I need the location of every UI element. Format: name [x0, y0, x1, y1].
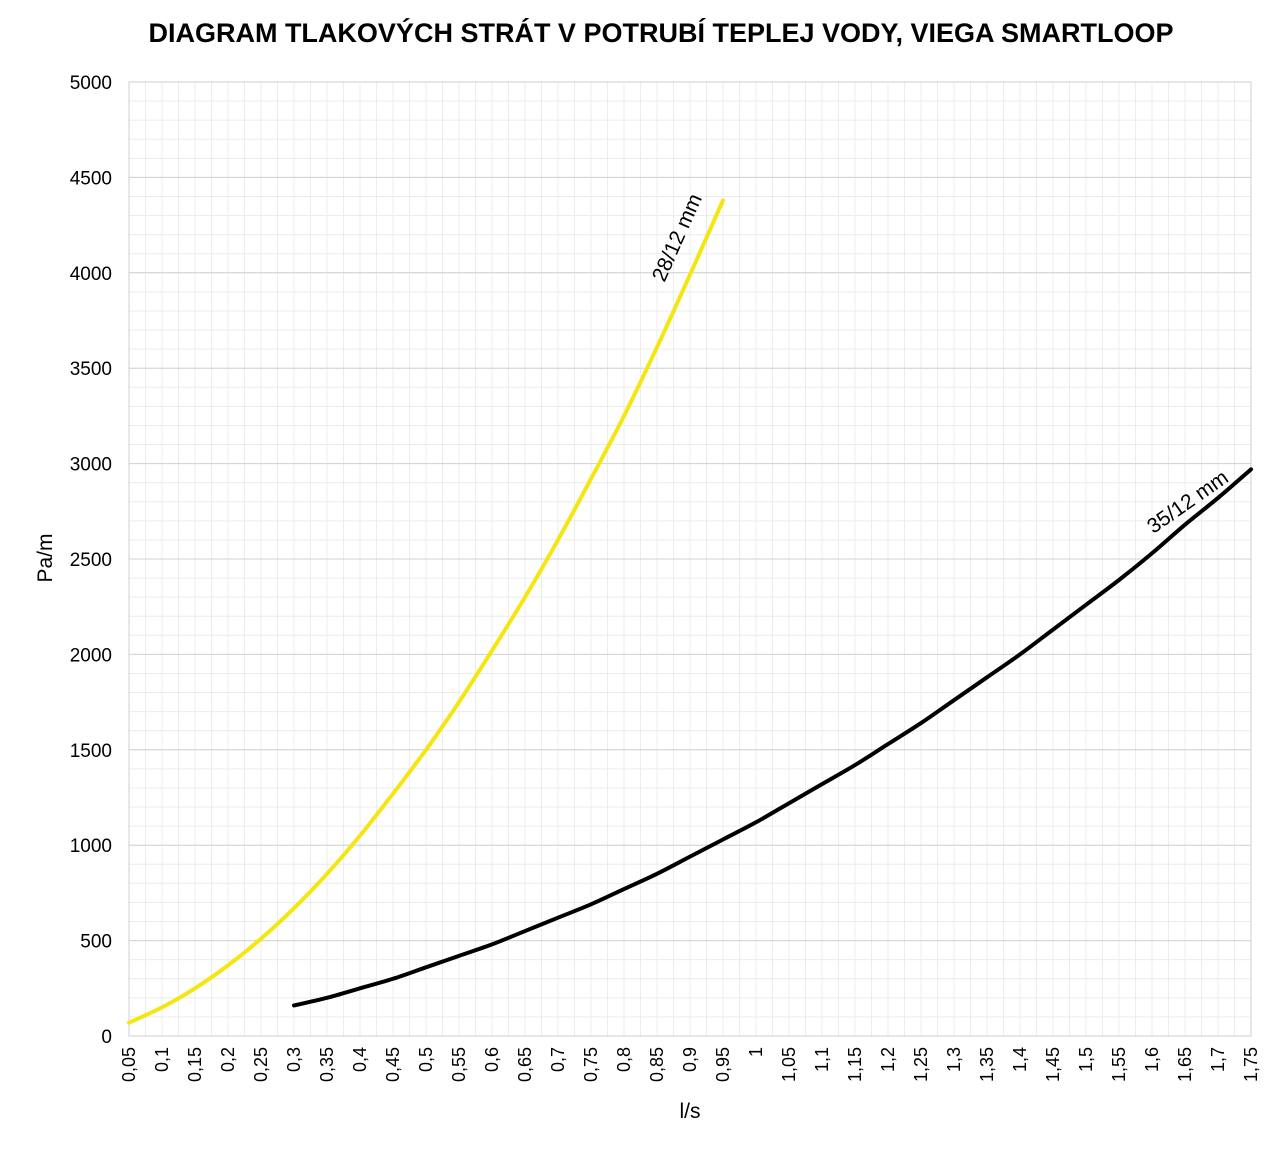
y-tick-label: 500 — [80, 932, 112, 953]
x-tick-label: 0,95 — [713, 1047, 733, 1082]
y-tick-label: 0 — [101, 1027, 112, 1048]
x-tick-label: 1,4 — [1010, 1047, 1030, 1072]
series-line-2 — [292, 467, 1253, 1008]
x-tick-label: 1,75 — [1241, 1047, 1261, 1082]
x-tick-label: 0,4 — [350, 1047, 370, 1072]
x-tick-label: 1 — [746, 1047, 766, 1057]
plot-border — [128, 81, 1252, 1037]
y-tick-label: 3500 — [70, 359, 112, 380]
x-tick-label: 0,8 — [614, 1047, 634, 1072]
y-tick-label: 5000 — [70, 73, 112, 94]
x-axis-ticks: 0,05 0,1 0,15 0,2 0,25 0,3 0,35 0,4 0,45 0,5 0,55 0… — [119, 1047, 1261, 1082]
x-tick-label: 0,15 — [185, 1047, 205, 1082]
y-tick-label: 2000 — [70, 645, 112, 666]
y-tick-label: 1000 — [70, 836, 112, 857]
x-tick-label: 0,05 — [119, 1047, 139, 1082]
x-tick-label: 0,75 — [581, 1047, 601, 1082]
x-tick-label: 1,5 — [1076, 1047, 1096, 1072]
x-axis-label: l/s — [680, 1100, 701, 1123]
y-tick-label: 1500 — [70, 741, 112, 762]
x-tick-label: 0,45 — [383, 1047, 403, 1082]
y-tick-label: 2500 — [70, 550, 112, 571]
series-layer — [127, 198, 1253, 1025]
y-tick-label: 4500 — [70, 168, 112, 189]
x-tick-label: 1,1 — [812, 1047, 832, 1072]
y-axis-label: Pa/m — [34, 533, 57, 582]
x-tick-label: 1,2 — [878, 1047, 898, 1072]
x-tick-label: 1,05 — [779, 1047, 799, 1082]
x-tick-label: 1,35 — [977, 1047, 997, 1082]
x-tick-label: 0,9 — [680, 1047, 700, 1072]
x-tick-label: 0,25 — [251, 1047, 271, 1082]
x-tick-label: 1,65 — [1175, 1047, 1195, 1082]
x-tick-label: 1,3 — [944, 1047, 964, 1072]
x-tick-label: 1,15 — [845, 1047, 865, 1082]
x-tick-label: 0,7 — [548, 1047, 568, 1072]
x-tick-label: 0,1 — [152, 1047, 172, 1072]
x-tick-label: 1,25 — [911, 1047, 931, 1082]
series-line-1 — [127, 198, 725, 1025]
x-tick-label: 0,55 — [449, 1047, 469, 1082]
y-tick-label: 3000 — [70, 455, 112, 476]
x-tick-label: 1,6 — [1142, 1047, 1162, 1072]
x-tick-label: 0,65 — [515, 1047, 535, 1082]
y-tick-label: 4000 — [70, 264, 112, 285]
x-tick-label: 1,55 — [1109, 1047, 1129, 1082]
x-tick-label: 1,7 — [1208, 1047, 1228, 1072]
y-axis-ticks: 0 500 1000 1500 2000 2500 3000 3500 4000 4500 5000 — [70, 73, 112, 1048]
x-tick-label: 0,6 — [482, 1047, 502, 1072]
x-tick-label: 0,3 — [284, 1047, 304, 1072]
x-tick-label: 0,2 — [218, 1047, 238, 1072]
x-tick-label: 0,5 — [416, 1047, 436, 1072]
x-tick-label: 0,35 — [317, 1047, 337, 1082]
chart-title: DIAGRAM TLAKOVÝCH STRÁT V POTRUBÍ TEPLEJ… — [148, 18, 1174, 48]
x-tick-label: 1,45 — [1043, 1047, 1063, 1082]
plot-area — [128, 81, 1252, 1037]
x-tick-label: 0,85 — [647, 1047, 667, 1082]
